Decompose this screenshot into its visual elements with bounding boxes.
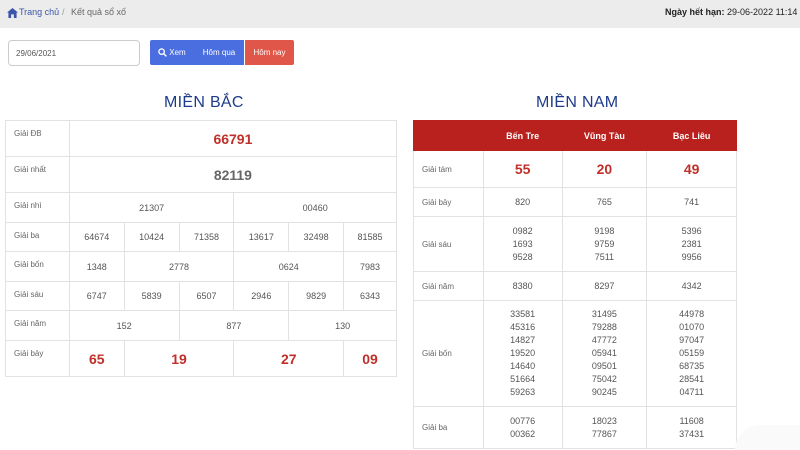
table-row: Giải tám 55 20 49: [413, 150, 737, 188]
yesterday-button[interactable]: Hôm qua: [194, 40, 244, 65]
prize-value: 21307: [68, 192, 235, 223]
view-button[interactable]: Xem: [150, 40, 194, 65]
breadcrumb-home-link[interactable]: Trang chủ: [19, 7, 60, 17]
prize-value: 877: [178, 310, 290, 341]
prize-value: 33581 45316 14827 19520 14640 51664 5926…: [482, 300, 563, 407]
prize-value: 55: [482, 150, 563, 188]
expiry-label: Ngày hết hạn:: [665, 7, 725, 17]
prize-value: 6507: [178, 281, 235, 311]
prize-value: 8297: [561, 271, 648, 301]
prize-label: Giải bốn: [5, 251, 70, 282]
prize-value: 8380: [482, 271, 563, 301]
prize-value: 152: [68, 310, 180, 341]
prize-value: 64674: [68, 222, 125, 252]
prize-value: 27: [233, 340, 345, 377]
prize-value: 1348: [68, 251, 125, 282]
breadcrumb-separator: /: [62, 7, 65, 17]
prize-value: 0624: [233, 251, 345, 282]
prize-label: Giải sáu: [413, 216, 484, 272]
prize-value: 5396 2381 9956: [646, 216, 737, 272]
prize-value: 9829: [288, 281, 345, 311]
prize-value: 6747: [68, 281, 125, 311]
prize-label: Giải tám: [413, 150, 484, 188]
table-header-row: Bến Tre Vũng Tàu Bạc Liêu: [413, 120, 737, 151]
table-row: Giải ba 64674 10424 71358 13617 32498 81…: [5, 222, 397, 252]
prize-label: Giải nhì: [5, 192, 70, 223]
breadcrumb-current: Kết quả sổ xố: [71, 7, 127, 17]
table-row: Giải năm 152 877 130: [5, 310, 397, 341]
table-row: Giải nhất 82119: [5, 156, 398, 193]
prize-value: 49: [646, 150, 737, 188]
prize-value: 9198 9759 7511: [561, 216, 648, 272]
prize-value: 820: [482, 187, 563, 217]
province-header: Vũng Tàu: [561, 120, 648, 151]
mien-nam-table: Bến Tre Vũng Tàu Bạc Liêu Giải tám 55 20…: [413, 120, 737, 449]
prize-label: Giải bảy: [413, 187, 484, 217]
prize-value: 765: [561, 187, 648, 217]
prize-value: 130: [288, 310, 397, 341]
prize-value: 11608 37431: [646, 406, 737, 449]
date-input[interactable]: [8, 40, 140, 66]
table-row: Giải nhì 21307 00460: [5, 192, 397, 223]
mien-bac-title: MIỀN BẮC: [164, 94, 244, 111]
prize-value: 18023 77867: [561, 406, 648, 449]
prize-value: 00776 00362: [482, 406, 563, 449]
table-row: Giải bốn 1348 2778 0624 7983: [5, 251, 397, 282]
prize-value: 4342: [646, 271, 737, 301]
prize-value: 20: [561, 150, 648, 188]
table-row: Giải bốn 33581 45316 14827 19520 14640 5…: [413, 300, 737, 407]
table-row: Giải ĐB 66791: [5, 120, 398, 157]
prize-value: 00460: [233, 192, 397, 223]
prize-label: Giải ĐB: [5, 120, 70, 157]
prize-label: Giải ba: [5, 222, 70, 252]
prize-value: 32498: [288, 222, 345, 252]
prize-label: Giải sáu: [5, 281, 70, 311]
prize-value: 19: [123, 340, 235, 377]
prize-value: 81585: [343, 222, 397, 252]
home-icon[interactable]: [7, 8, 18, 18]
table-row: Giải ba 00776 00362 18023 77867 11608 37…: [413, 406, 737, 449]
table-row: Giải bảy 820 765 741: [413, 187, 737, 217]
prize-value: 09: [343, 340, 397, 377]
mien-bac-table: Giải ĐB 66791 Giải nhất 82119 Giải nhì 2…: [5, 120, 398, 377]
prize-value: 741: [646, 187, 737, 217]
table-row: Giải sáu 6747 5839 6507 2946 9829 6343: [5, 281, 397, 311]
mien-nam-title: MIỀN NAM: [536, 94, 619, 111]
view-button-label: Xem: [169, 48, 186, 57]
prize-label: Giải bốn: [413, 300, 484, 407]
corner-overlay: [735, 425, 800, 450]
prize-value: 71358: [178, 222, 235, 252]
prize-value: 31495 79288 47772 05941 09501 75042 9024…: [561, 300, 648, 407]
prize-value: 65: [68, 340, 125, 377]
prize-label: Giải năm: [5, 310, 70, 341]
prize-value-nhat: 82119: [68, 156, 398, 193]
province-header: Bạc Liêu: [646, 120, 737, 151]
today-button[interactable]: Hôm nay: [245, 40, 294, 65]
top-bar: Trang chủ / Kết quả sổ xố Ngày hết hạn: …: [0, 0, 800, 28]
prize-value: 2946: [233, 281, 290, 311]
prize-value: 10424: [123, 222, 180, 252]
prize-value: 44978 01070 97047 05159 68735 28541 0471…: [646, 300, 737, 407]
prize-value: 0982 1693 9528: [482, 216, 563, 272]
prize-value: 6343: [343, 281, 397, 311]
prize-value: 2778: [123, 251, 235, 282]
prize-value: 13617: [233, 222, 290, 252]
expiry-info: Ngày hết hạn: 29-06-2022 11:14: [665, 7, 797, 17]
province-header: Bến Tre: [482, 120, 563, 151]
expiry-value: 29-06-2022 11:14: [727, 7, 798, 17]
table-row: Giải năm 8380 8297 4342: [413, 271, 737, 301]
prize-value: 7983: [343, 251, 397, 282]
prize-value: 5839: [123, 281, 180, 311]
prize-label: Giải bảy: [5, 340, 70, 377]
prize-label: Giải năm: [413, 271, 484, 301]
prize-label: Giải ba: [413, 406, 484, 449]
prize-label: Giải nhất: [5, 156, 70, 193]
header-empty: [413, 120, 484, 151]
search-icon: [158, 48, 168, 57]
table-row: Giải sáu 0982 1693 9528 9198 9759 7511 5…: [413, 216, 737, 272]
prize-value-db: 66791: [68, 120, 398, 157]
table-row: Giải bảy 65 19 27 09: [5, 340, 397, 377]
